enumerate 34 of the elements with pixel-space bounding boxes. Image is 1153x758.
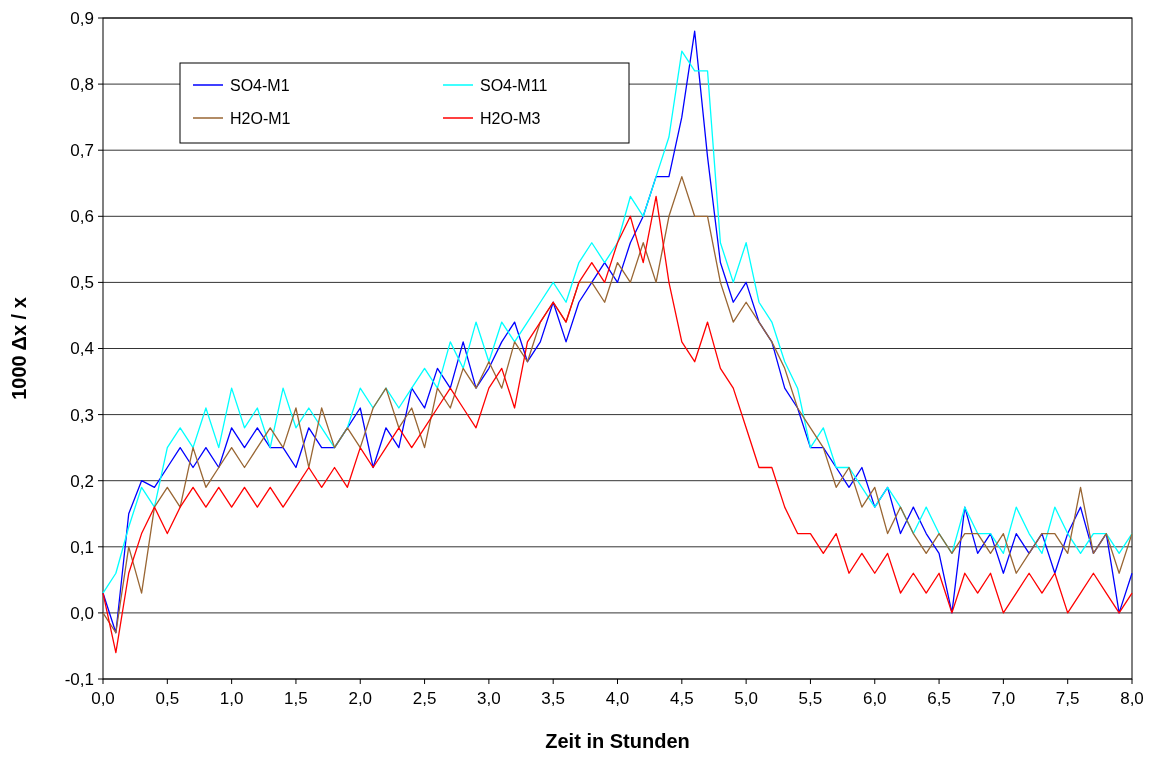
x-tick-label: 8,0	[1120, 689, 1144, 708]
y-tick-label: 0,6	[70, 207, 94, 227]
x-tick-label: 7,5	[1055, 689, 1080, 708]
x-tick-label: 2,0	[348, 689, 373, 708]
x-tick-label: 5,0	[734, 689, 758, 708]
x-tick-label: 3,0	[477, 689, 501, 708]
x-tick-label: 6,0	[862, 689, 887, 708]
y-tick-label: 0,4	[70, 339, 94, 359]
y-tick-label: -0,1	[64, 669, 94, 689]
y-tick-label: 0,5	[70, 273, 94, 293]
x-tick-label: 6,5	[927, 689, 951, 708]
y-tick-label: 0,1	[70, 537, 94, 557]
legend-label: H2O-M1	[230, 109, 291, 127]
y-axis-title: 1000 Δx / x	[8, 297, 30, 400]
x-axis-title: Zeit in Stunden	[545, 730, 690, 752]
y-tick-label: 0,0	[70, 603, 94, 623]
x-tick-label: 1,5	[284, 689, 308, 708]
legend-label: SO4-M11	[480, 76, 548, 94]
x-tick-label: 7,0	[991, 689, 1016, 708]
x-tick-label: 3,5	[541, 689, 566, 708]
y-tick-label: 0,2	[70, 471, 94, 491]
y-tick-label: 0,8	[70, 75, 94, 95]
y-tick-label: 0,3	[70, 405, 94, 425]
y-tick-label: 0,7	[70, 141, 94, 161]
y-tick-label: 0,9	[70, 8, 94, 28]
x-tick-label: 5,5	[798, 689, 823, 708]
x-tick-label: 0,5	[155, 689, 180, 708]
x-tick-label: 1,0	[219, 689, 244, 708]
x-tick-label: 0,0	[91, 689, 115, 708]
legend-label: SO4-M1	[230, 76, 290, 94]
x-tick-label: 2,5	[412, 689, 437, 708]
x-tick-label: 4,5	[669, 689, 694, 708]
legend-label: H2O-M3	[480, 109, 541, 127]
x-tick-label: 4,0	[605, 689, 630, 708]
